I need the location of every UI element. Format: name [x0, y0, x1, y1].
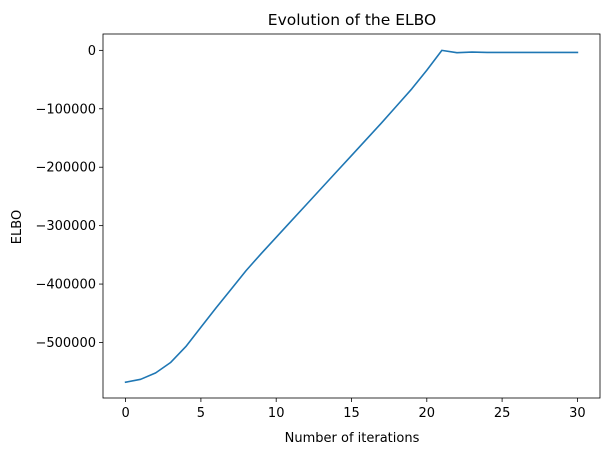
y-tick-label: −100000 [35, 102, 96, 117]
y-tick-label: 0 [88, 44, 96, 59]
y-tick-label: −500000 [35, 336, 96, 351]
y-tick-label: −400000 [35, 278, 96, 293]
x-tick-label: 10 [268, 406, 285, 421]
y-tick-label: −200000 [35, 161, 96, 176]
x-tick-label: 5 [197, 406, 205, 421]
axes-frame [102, 33, 601, 399]
chart-title: Evolution of the ELBO [268, 11, 436, 29]
x-tick-label: 15 [343, 406, 360, 421]
y-axis-label: ELBO [10, 210, 25, 244]
x-tick-label: 0 [121, 406, 129, 421]
x-tick-label: 30 [569, 406, 586, 421]
plot-area [102, 33, 601, 399]
x-tick-label: 20 [419, 406, 436, 421]
x-tick-label: 25 [494, 406, 511, 421]
x-axis-label: Number of iterations [285, 431, 420, 446]
y-axis-ticks: 0 −100000 −200000 −300000 −400000 −500000 [35, 44, 103, 351]
x-axis-ticks: 0 5 10 15 20 25 30 [121, 398, 586, 421]
y-tick-label: −300000 [35, 219, 96, 234]
series-line-0 [124, 49, 579, 384]
